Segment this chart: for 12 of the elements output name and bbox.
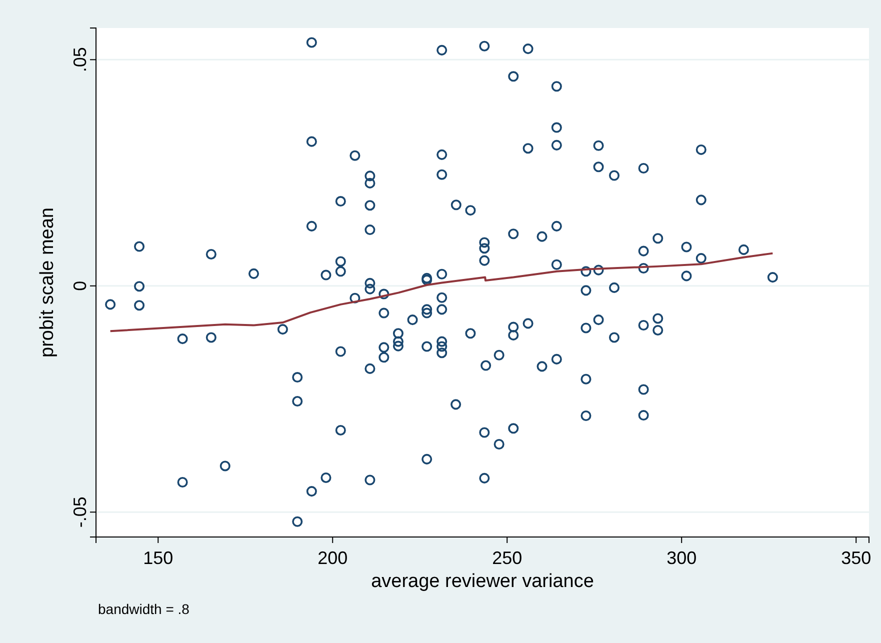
x-tick-label: 200 — [318, 548, 348, 568]
x-tick-label: 150 — [143, 548, 174, 568]
y-axis-title: probit scale mean — [37, 208, 58, 358]
x-axis-title: average reviewer variance — [371, 571, 594, 592]
y-tick-label: .05 — [70, 47, 90, 72]
y-tick-label: 0 — [70, 280, 90, 291]
text: bandwidth = .8 — [98, 601, 190, 617]
x-tick-label: 350 — [841, 548, 872, 568]
y-tick-label: -.05 — [70, 496, 90, 528]
x-tick-label: 300 — [666, 548, 697, 568]
x-tick-label: 250 — [492, 548, 522, 568]
line-series — [109, 252, 774, 332]
